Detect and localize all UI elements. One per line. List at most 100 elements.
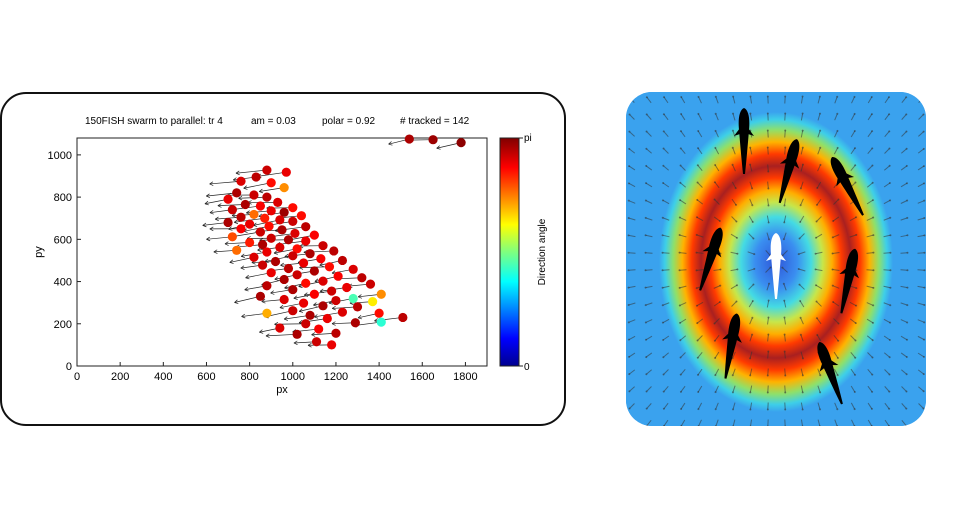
- fish-point: [301, 222, 311, 232]
- y-tick-label: 0: [66, 361, 72, 373]
- vector-arrow: [747, 251, 755, 255]
- vector-arrow: [731, 301, 737, 307]
- vector-arrow: [749, 198, 753, 206]
- vector-arrow: [749, 334, 753, 342]
- vector-arrow: [731, 216, 737, 222]
- colorbar-max-label: pi: [524, 133, 532, 144]
- fish-point: [251, 172, 261, 182]
- fish-silhouette: [699, 227, 723, 291]
- fish-point: [324, 262, 335, 272]
- vector-arrow: [679, 318, 687, 324]
- vector-arrow: [884, 386, 890, 392]
- vector-arrow: [850, 130, 856, 138]
- arrow-head: [224, 241, 229, 246]
- vector-arrow: [917, 335, 925, 341]
- vector-arrow: [679, 269, 687, 271]
- vector-arrow: [679, 252, 687, 254]
- x-axis-label: px: [276, 384, 288, 396]
- fish-point: [279, 274, 289, 285]
- vector-arrow: [749, 96, 753, 104]
- vector-arrow: [866, 318, 874, 324]
- vector-arrow: [817, 113, 821, 121]
- vector-arrow: [850, 351, 856, 359]
- vector-arrow: [663, 402, 669, 410]
- fish-point: [309, 230, 319, 240]
- vector-arrow: [817, 402, 821, 410]
- vector-arrow: [783, 317, 787, 325]
- vector-arrow: [883, 335, 891, 341]
- arrow-head: [234, 299, 239, 304]
- fish-point: [223, 194, 233, 204]
- arrow-head: [274, 276, 279, 281]
- vector-arrow: [867, 165, 873, 171]
- vector-arrow: [799, 233, 805, 239]
- fish-point: [232, 245, 242, 255]
- vector-arrow: [832, 285, 840, 289]
- vector-arrow: [834, 96, 838, 104]
- vector-arrow: [645, 234, 653, 238]
- direction-arrow: [243, 182, 272, 189]
- vector-arrow: [834, 113, 838, 121]
- vector-arrow: [783, 232, 787, 240]
- vector-arrow: [866, 285, 874, 289]
- density-field-panel: [626, 92, 926, 426]
- arrow-head: [202, 222, 207, 228]
- vector-arrow: [767, 181, 769, 189]
- vector-arrow: [900, 165, 908, 171]
- colorbar: [499, 137, 520, 367]
- arrow-head: [259, 329, 264, 334]
- vector-arrow: [918, 403, 924, 409]
- vector-arrow: [714, 334, 720, 342]
- vector-arrow: [697, 402, 703, 410]
- vector-arrow: [917, 182, 925, 188]
- x-tick-label: 400: [154, 371, 172, 383]
- vector-arrow: [697, 351, 703, 359]
- vector-arrow: [816, 317, 822, 325]
- vector-arrow: [901, 403, 907, 409]
- focal-fish: [766, 233, 786, 299]
- vector-arrow: [749, 351, 753, 359]
- arrow-head: [235, 170, 240, 176]
- vector-arrow: [767, 317, 769, 325]
- fish-point: [298, 258, 309, 268]
- arrow-head: [331, 321, 336, 326]
- vector-arrow: [867, 130, 873, 138]
- vector-arrow: [849, 301, 857, 307]
- vector-arrow: [663, 96, 669, 104]
- vector-arrow: [714, 164, 720, 172]
- vector-arrow: [833, 318, 839, 324]
- vector-arrow: [679, 182, 687, 188]
- chart-title: 150FISH swarm to parallel: tr 4: [85, 116, 223, 127]
- vector-arrow: [834, 130, 838, 138]
- vector-arrow: [662, 199, 670, 205]
- vector-arrow: [663, 148, 669, 154]
- arrow-head: [217, 203, 222, 208]
- fish-point: [357, 273, 367, 283]
- vector-arrow: [867, 369, 873, 375]
- vector-arrow: [713, 285, 721, 289]
- direction-arrow: [232, 231, 261, 237]
- fish-point: [257, 240, 268, 250]
- vector-arrow: [767, 334, 769, 342]
- vector-arrow: [646, 114, 652, 120]
- vector-arrow: [799, 215, 805, 223]
- vector-arrow: [900, 234, 908, 238]
- fish-silhouette: [722, 313, 742, 379]
- y-tick-label: 600: [54, 234, 72, 246]
- vector-arrow: [628, 217, 636, 221]
- fish-point: [245, 237, 255, 248]
- vector-arrow: [662, 335, 670, 341]
- fish-point: [318, 276, 328, 286]
- fish-point: [352, 302, 363, 312]
- fish-point: [333, 271, 343, 281]
- vector-arrow: [730, 268, 738, 272]
- fish-point: [331, 328, 341, 338]
- vector-arrow: [730, 233, 738, 239]
- vector-arrow: [646, 419, 652, 426]
- fish-point: [279, 207, 289, 217]
- fish-point: [275, 323, 285, 333]
- vector-arrow: [866, 269, 874, 271]
- vector-arrow: [680, 130, 686, 138]
- fish-silhouettes: [699, 108, 864, 405]
- vector-arrow: [628, 200, 636, 204]
